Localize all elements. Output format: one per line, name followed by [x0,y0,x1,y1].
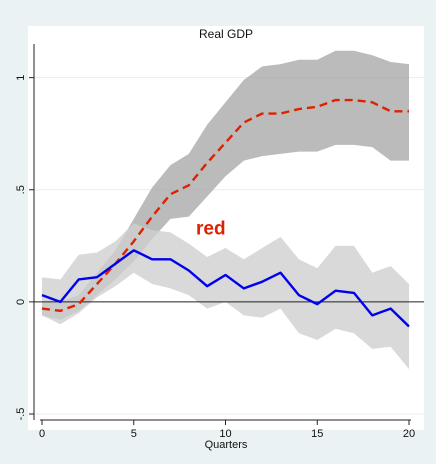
x-tick-label: 0 [39,428,45,440]
y-tick-label: .5 [15,185,27,194]
x-tick-label: 20 [403,428,415,440]
y-tick-label: -.5 [15,408,27,421]
x-axis-label: Quarters [205,439,248,451]
x-tick-label: 5 [131,428,137,440]
chart-title: Real GDP [199,27,253,41]
y-tick-label: 1 [15,75,27,81]
x-tick-label: 15 [311,428,323,440]
annotation-label: red [196,219,226,240]
y-tick-label: 0 [15,299,27,305]
